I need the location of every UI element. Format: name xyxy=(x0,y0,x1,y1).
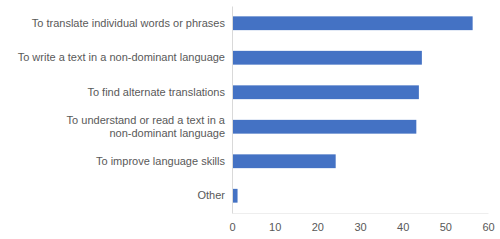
plot-area: 0 10 20 30 40 50 60 To translate individual wor… xyxy=(18,7,495,233)
y-axis-line xyxy=(232,7,233,214)
x-tick: 20 xyxy=(312,213,324,233)
chart: 0 10 20 30 40 50 60 To translate individual wor… xyxy=(0,0,500,239)
y-tick: To write a text in a non-dominant langua… xyxy=(18,51,232,63)
x-axis-line xyxy=(233,213,489,214)
x-axis: 0 10 20 30 40 50 60 xyxy=(229,213,494,233)
y-tick-label: To understand or read a text in anon-dom… xyxy=(67,114,226,139)
y-tick-label-line: To understand or read a text in a xyxy=(67,114,226,126)
y-tick-label-line: To write a text in a non-dominant langua… xyxy=(18,51,225,63)
y-tick: To translate individual words or phrases xyxy=(32,17,232,29)
bar xyxy=(232,154,336,168)
x-tick-label: 30 xyxy=(354,221,366,233)
y-tick-label: To find alternate translations xyxy=(87,86,225,98)
y-tick-label: To write a text in a non-dominant langua… xyxy=(18,51,225,63)
bar xyxy=(232,120,416,134)
x-tick-label: 50 xyxy=(440,221,452,233)
x-tick-label: 60 xyxy=(482,221,494,233)
x-tick: 30 xyxy=(354,213,366,233)
y-axis: To translate individual words or phrases… xyxy=(18,7,233,214)
x-tick-label: 20 xyxy=(312,221,324,233)
y-tick-label-line: To translate individual words or phrases xyxy=(32,17,226,29)
x-tick: 0 xyxy=(229,213,235,233)
y-tick-label-line: To find alternate translations xyxy=(87,86,225,98)
y-tick: To find alternate translations xyxy=(87,86,232,98)
y-tick-label-line: To improve language skills xyxy=(96,155,226,167)
x-tick-label: 10 xyxy=(269,221,281,233)
y-tick: To improve language skills xyxy=(96,155,232,167)
y-tick: Other xyxy=(197,189,232,201)
x-tick: 60 xyxy=(482,213,494,233)
y-tick-label: To improve language skills xyxy=(96,155,226,167)
x-tick-label: 0 xyxy=(229,221,235,233)
x-tick: 10 xyxy=(269,213,281,233)
bar xyxy=(232,85,419,99)
y-tick-label: Other xyxy=(197,189,225,201)
y-tick-label-line: Other xyxy=(197,189,225,201)
bar xyxy=(232,51,422,65)
bar xyxy=(232,16,473,30)
x-tick: 50 xyxy=(440,213,452,233)
x-tick-label: 40 xyxy=(397,221,409,233)
y-tick: To understand or read a text in anon-dom… xyxy=(67,114,232,139)
y-tick-label: To translate individual words or phrases xyxy=(32,17,226,29)
bars xyxy=(232,16,473,202)
x-tick: 40 xyxy=(397,213,409,233)
y-tick-label-line: non-dominant language xyxy=(109,127,225,139)
